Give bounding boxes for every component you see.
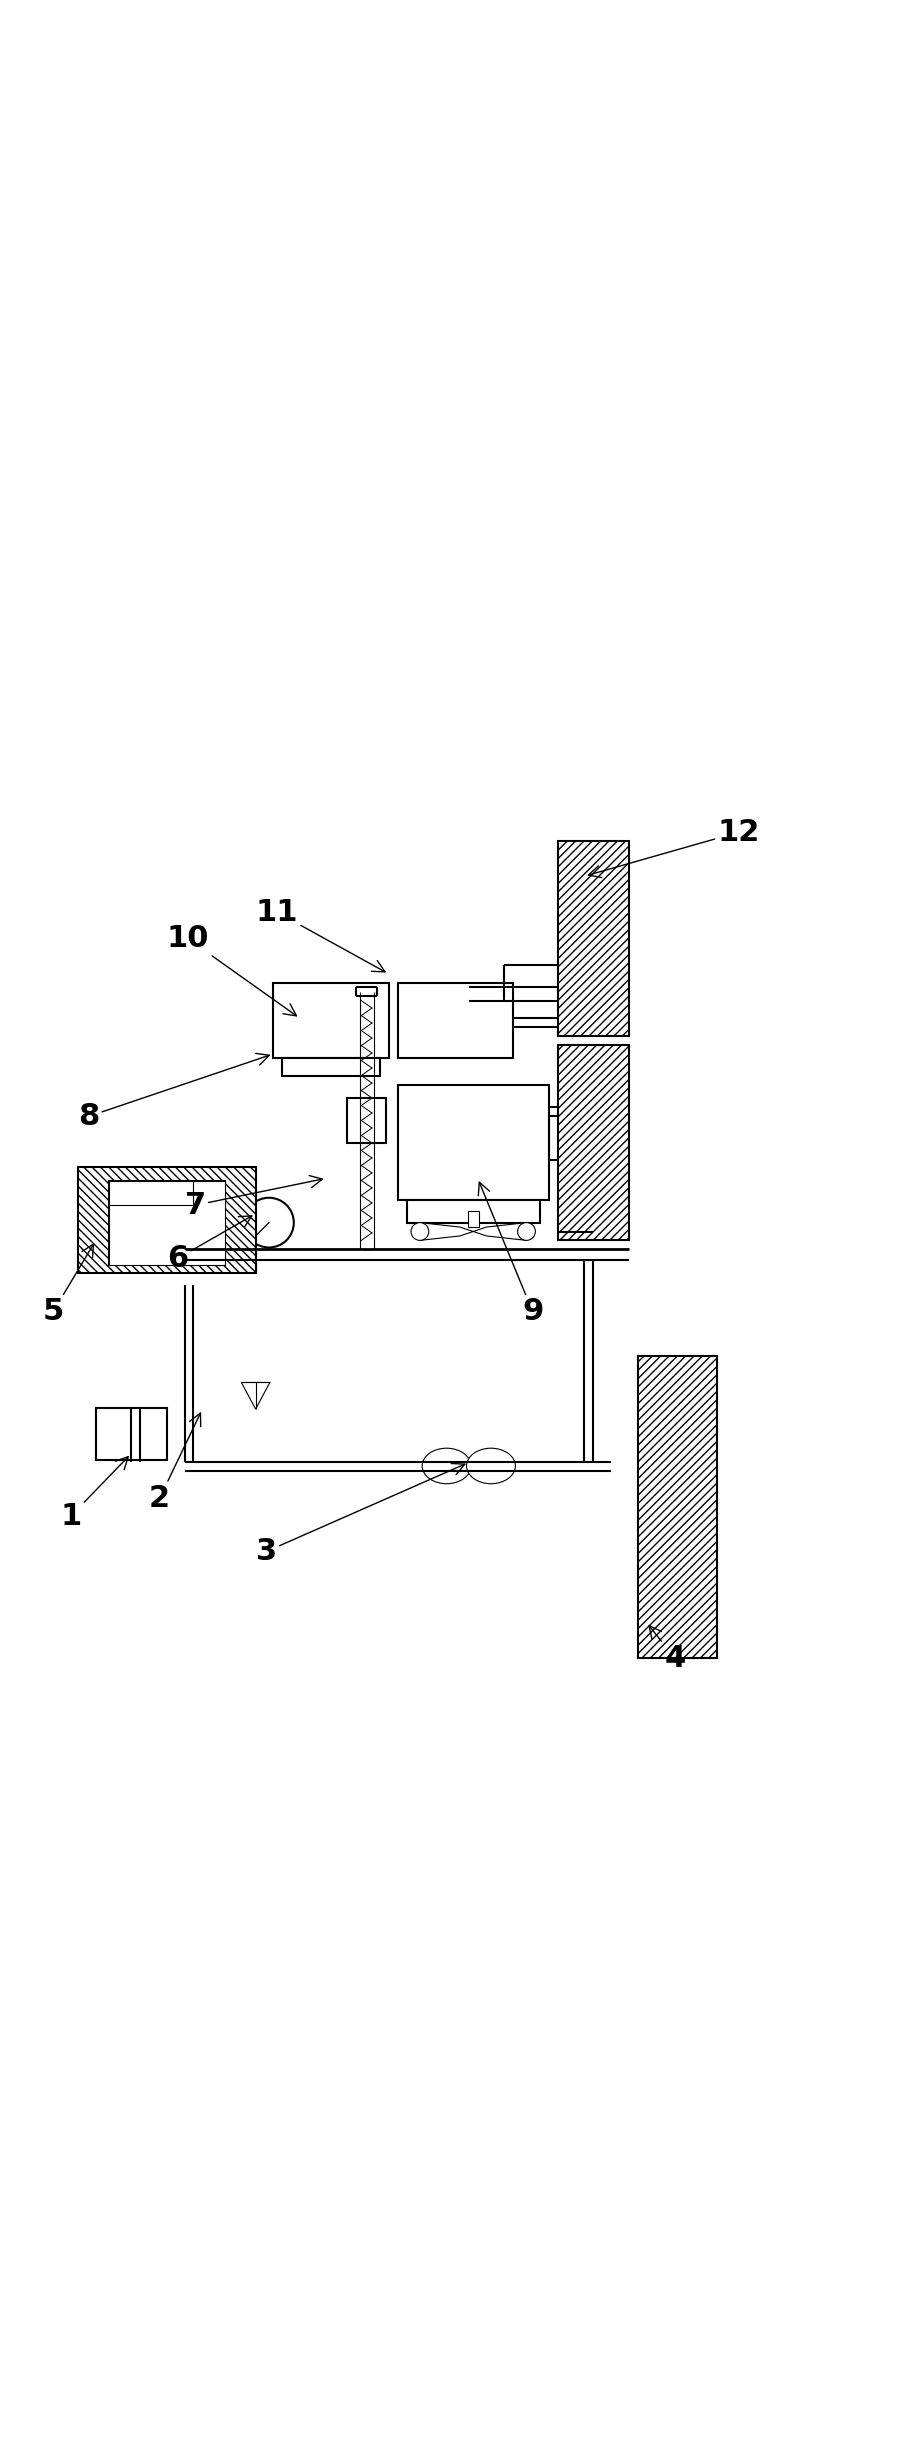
- Bar: [638, 1355, 717, 1658]
- Text: 10: 10: [167, 924, 297, 1015]
- Text: 8: 8: [78, 1054, 270, 1131]
- Polygon shape: [109, 1180, 225, 1266]
- Ellipse shape: [422, 1448, 471, 1483]
- Bar: [407, 1199, 539, 1222]
- Text: 2: 2: [149, 1414, 200, 1512]
- Bar: [557, 1044, 629, 1241]
- Text: 12: 12: [588, 818, 759, 877]
- Polygon shape: [420, 1222, 474, 1241]
- Bar: [78, 1167, 255, 1273]
- Text: 3: 3: [255, 1463, 465, 1566]
- Text: 7: 7: [185, 1175, 322, 1219]
- Text: 5: 5: [42, 1244, 94, 1325]
- Bar: [557, 1044, 629, 1241]
- Text: 9: 9: [478, 1182, 543, 1325]
- Bar: [273, 983, 389, 1059]
- Bar: [557, 840, 629, 1037]
- Polygon shape: [242, 1382, 270, 1409]
- Bar: [638, 1355, 717, 1658]
- Circle shape: [244, 1197, 294, 1246]
- Circle shape: [518, 1222, 536, 1241]
- Ellipse shape: [466, 1448, 515, 1483]
- Bar: [282, 1059, 380, 1076]
- Circle shape: [411, 1222, 428, 1241]
- Text: 4: 4: [649, 1626, 686, 1672]
- Bar: [468, 1212, 479, 1227]
- Polygon shape: [474, 1222, 527, 1241]
- Bar: [347, 1098, 386, 1143]
- Bar: [96, 1409, 167, 1461]
- Bar: [557, 840, 629, 1037]
- Bar: [398, 983, 513, 1059]
- Text: 6: 6: [167, 1217, 252, 1273]
- Text: 1: 1: [60, 1456, 128, 1530]
- Bar: [398, 1086, 548, 1199]
- Text: 11: 11: [255, 897, 385, 973]
- Bar: [109, 1180, 225, 1266]
- Bar: [78, 1167, 255, 1273]
